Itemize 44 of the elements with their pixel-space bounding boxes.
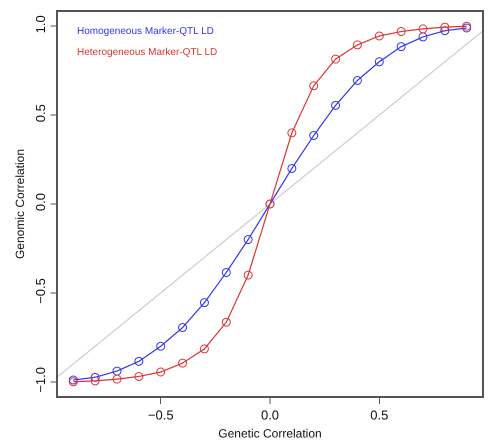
point	[112, 374, 122, 384]
point	[90, 372, 100, 382]
point	[134, 372, 144, 381]
y-tick-label: 0.5	[33, 104, 48, 122]
point	[396, 27, 406, 36]
point	[156, 342, 166, 351]
point	[287, 128, 296, 138]
point	[244, 270, 253, 280]
point	[352, 76, 362, 85]
point	[374, 32, 384, 40]
point	[309, 131, 318, 140]
point	[112, 366, 122, 376]
point	[309, 81, 318, 90]
text: Heterogeneous Marker-QTL LD	[77, 47, 218, 58]
point	[222, 318, 231, 327]
point	[331, 54, 340, 64]
x-tick-label: 0.5	[370, 407, 388, 422]
text: Homogeneous Marker-QTL LD	[77, 26, 214, 37]
y-axis-title: Genomic Correlation	[12, 148, 27, 260]
point	[396, 42, 406, 52]
point	[200, 344, 209, 354]
point	[418, 32, 428, 42]
point	[418, 24, 428, 34]
y-tick-label: 0.0	[33, 193, 48, 212]
y-tick-label: 1.0	[33, 15, 48, 34]
y-tick-label: −1.0	[33, 366, 48, 393]
point	[440, 26, 450, 36]
point	[244, 235, 253, 244]
point	[222, 268, 231, 277]
point	[134, 356, 144, 366]
point	[440, 22, 450, 32]
x-axis-title: Genetic Correlation	[218, 426, 322, 441]
y-tick-label: −0.5	[33, 278, 48, 304]
point	[352, 40, 362, 50]
point	[90, 376, 100, 386]
point	[287, 164, 296, 173]
x-tick-label: 0.0	[260, 407, 280, 422]
point	[178, 358, 188, 368]
point	[374, 57, 384, 66]
point	[200, 298, 209, 308]
point	[331, 100, 340, 110]
point	[178, 323, 188, 332]
point	[156, 368, 166, 376]
x-tick-label: −0.5	[148, 407, 174, 422]
